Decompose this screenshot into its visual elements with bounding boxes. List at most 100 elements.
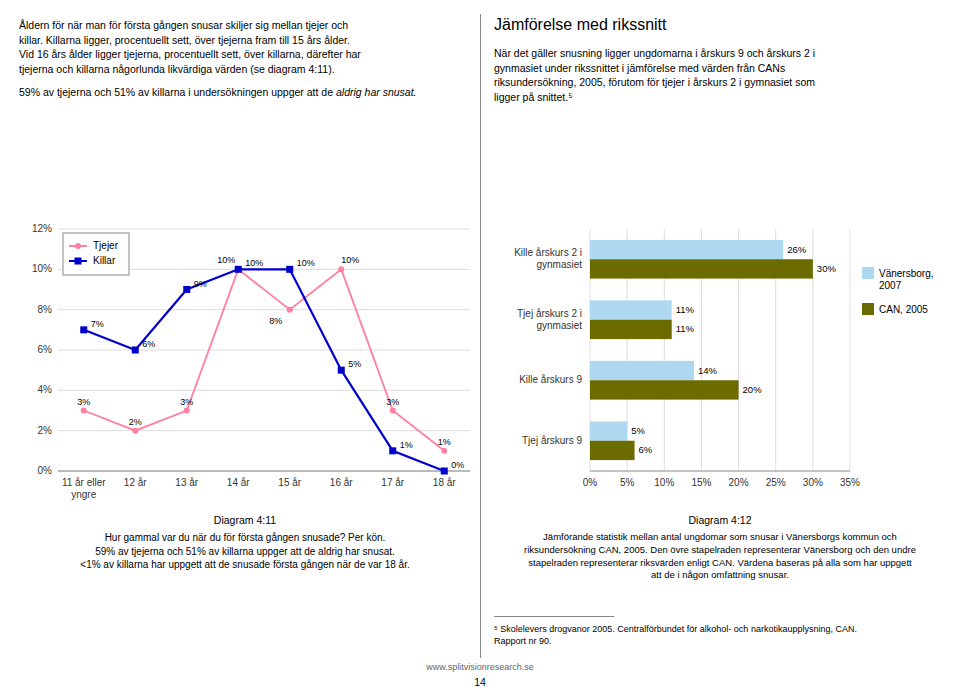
text-line: 10% [341, 255, 359, 265]
text-line: 20% [743, 383, 763, 394]
text-line: 10% [297, 258, 315, 268]
bar [590, 441, 635, 460]
marker [390, 408, 396, 414]
x-tick-label: 18 år [433, 477, 456, 488]
marker [286, 266, 293, 273]
data-label: 5% [348, 359, 361, 369]
data-label: 26% [787, 243, 807, 254]
text-line: 30% [803, 477, 823, 488]
data-label: 14% [698, 364, 718, 375]
caption: Diagram 4:11Hur gammal var du när du för… [10, 514, 480, 572]
y-tick-label: Kille årskurs 9 [519, 374, 582, 385]
y-tick-label: 8% [38, 303, 53, 314]
text-line: 5% [348, 359, 361, 369]
text-normal: 59% av tjejerna och 51% av killarna i un… [19, 86, 336, 98]
data-labels: 3%2%3%10%8%10%3%1%7%6%9%10%10%5%1%0% [77, 255, 464, 470]
data-label: 3% [386, 397, 399, 407]
text-line: Tjej årskurs 9 [522, 434, 582, 445]
data-label: 10% [245, 258, 263, 268]
text-line: Tjej årskurs 2 i [517, 307, 582, 318]
text-line: 18 år [433, 477, 456, 488]
bar [590, 240, 783, 259]
text-line: 10% [245, 258, 263, 268]
y-tick-label: 12% [32, 223, 52, 234]
x-tick-label: 20% [729, 477, 749, 488]
grid [58, 229, 470, 471]
caption-line: Jämförande statistik mellan antal ungdom… [485, 531, 955, 544]
section-title: Jämförelse med rikssnitt [494, 16, 954, 34]
text-line: 12 år [124, 477, 147, 488]
y-tick-label: 10% [32, 263, 52, 274]
legend-swatch [862, 267, 874, 279]
right-text: Jämförelse med rikssnittNär det gäller s… [494, 16, 954, 105]
data-label: 9% [194, 279, 207, 289]
footnote-line: ___________________________ [494, 608, 614, 617]
text-line: 14% [698, 364, 718, 375]
text-italic: aldrig har snusat. [336, 86, 417, 98]
grid-line [58, 229, 470, 230]
text-line: 0% [583, 477, 598, 488]
divider [480, 14, 481, 658]
legend: TjejerKillar [63, 233, 129, 275]
data-label: 0% [451, 460, 464, 470]
text-line: 0% [451, 460, 464, 470]
bar [590, 361, 694, 380]
text-line: 26% [787, 243, 807, 254]
text-line: 11 år eller [62, 477, 106, 488]
grid-line [58, 350, 470, 351]
data-label: 10% [217, 255, 235, 265]
grid-line [850, 229, 851, 471]
text-line: Tjejer [93, 240, 119, 251]
text-line: 15% [691, 477, 711, 488]
x-tick-label: 30% [803, 477, 823, 488]
text-line: CAN, 2005 [879, 304, 928, 315]
text-line: 2% [129, 417, 142, 427]
legend-marker [75, 258, 82, 265]
x-tick-label: 15% [691, 477, 711, 488]
text-line: 15 år [278, 477, 301, 488]
grid-line [58, 430, 470, 431]
y-tick-label: 0% [38, 465, 53, 476]
bar [590, 259, 813, 278]
x-tick-label: 16 år [330, 477, 353, 488]
marker [183, 286, 190, 293]
text-line: 14 år [227, 477, 250, 488]
chart-title: Diagram 4:12 [485, 514, 955, 526]
text-line: 6% [38, 344, 53, 355]
bar [590, 300, 672, 319]
data-label: 1% [400, 440, 413, 450]
text-line: 4% [38, 384, 53, 395]
text-line: 13 år [175, 477, 198, 488]
grid-line [58, 390, 470, 391]
text-line: Kille årskurs 2 i [514, 247, 582, 258]
text-line: yngre [71, 489, 96, 500]
caption-line: stapelraden representerar riksvärden enl… [485, 557, 955, 570]
text-line: 10% [654, 477, 674, 488]
marker [235, 266, 242, 273]
text-line: 10% [217, 255, 235, 265]
text-line: 3% [77, 397, 90, 407]
caption-line: Hur gammal var du när du för första gång… [10, 531, 480, 545]
data-label: 30% [817, 262, 837, 273]
bar-chart: 0%5%10%15%20%25%30%35%Kille årskurs 2 ig… [485, 222, 955, 512]
grid [590, 229, 850, 471]
text-line: 3% [386, 397, 399, 407]
marker [81, 408, 87, 414]
bar [590, 380, 739, 399]
data-label: 10% [341, 255, 359, 265]
y-tick-label: 2% [38, 424, 53, 435]
grid-line [58, 309, 470, 310]
text-line: 11% [676, 323, 695, 334]
legend-label: Tjejer [93, 240, 119, 251]
data-label: 6% [639, 444, 653, 455]
text-line: 1% [400, 440, 413, 450]
data-label: 11% [676, 304, 695, 315]
axes: 0%5%10%15%20%25%30%35%Kille årskurs 2 ig… [514, 247, 860, 488]
caption-line: <1% av killarna har uppgett att de snusa… [10, 558, 480, 572]
marks [80, 266, 448, 475]
marker [132, 428, 138, 434]
series-line [84, 269, 445, 471]
legend-label: Vänersborg,2007 [879, 268, 933, 291]
y-tick-label: 4% [38, 384, 53, 395]
x-tick-label: 15 år [278, 477, 301, 488]
